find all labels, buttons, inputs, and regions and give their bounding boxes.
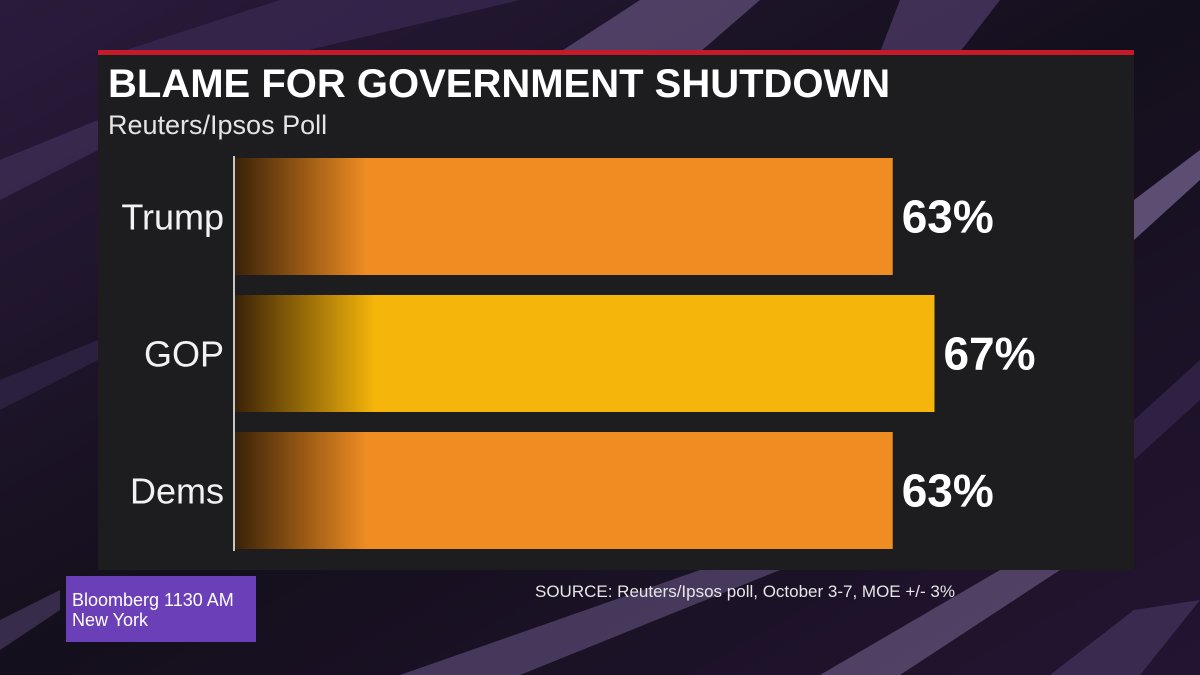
panel-accent-line: [98, 50, 1134, 55]
value-label-trump: 63%: [902, 191, 994, 243]
chart-panel: BLAME FOR GOVERNMENT SHUTDOWN Reuters/Ip…: [98, 50, 1134, 570]
category-label-gop: GOP: [144, 334, 224, 375]
category-label-trump: Trump: [121, 197, 224, 238]
bar-trump: [235, 158, 893, 275]
category-label-dems: Dems: [130, 471, 224, 512]
chart-subtitle: Reuters/Ipsos Poll: [108, 110, 328, 140]
station-name: Bloomberg 1130 AM: [72, 590, 234, 610]
value-label-gop: 67%: [943, 328, 1035, 380]
bar-dems: [235, 432, 893, 549]
value-label-dems: 63%: [902, 465, 994, 517]
station-city: New York: [72, 610, 149, 630]
bar-chart: Trump 63% GOP 67% Dems 63%: [121, 156, 1036, 551]
source-note: SOURCE: Reuters/Ipsos poll, October 3-7,…: [535, 582, 955, 601]
station-badge: Bloomberg 1130 AM New York: [66, 576, 256, 642]
bar-gop: [235, 295, 935, 412]
chart-title: BLAME FOR GOVERNMENT SHUTDOWN: [108, 62, 891, 106]
